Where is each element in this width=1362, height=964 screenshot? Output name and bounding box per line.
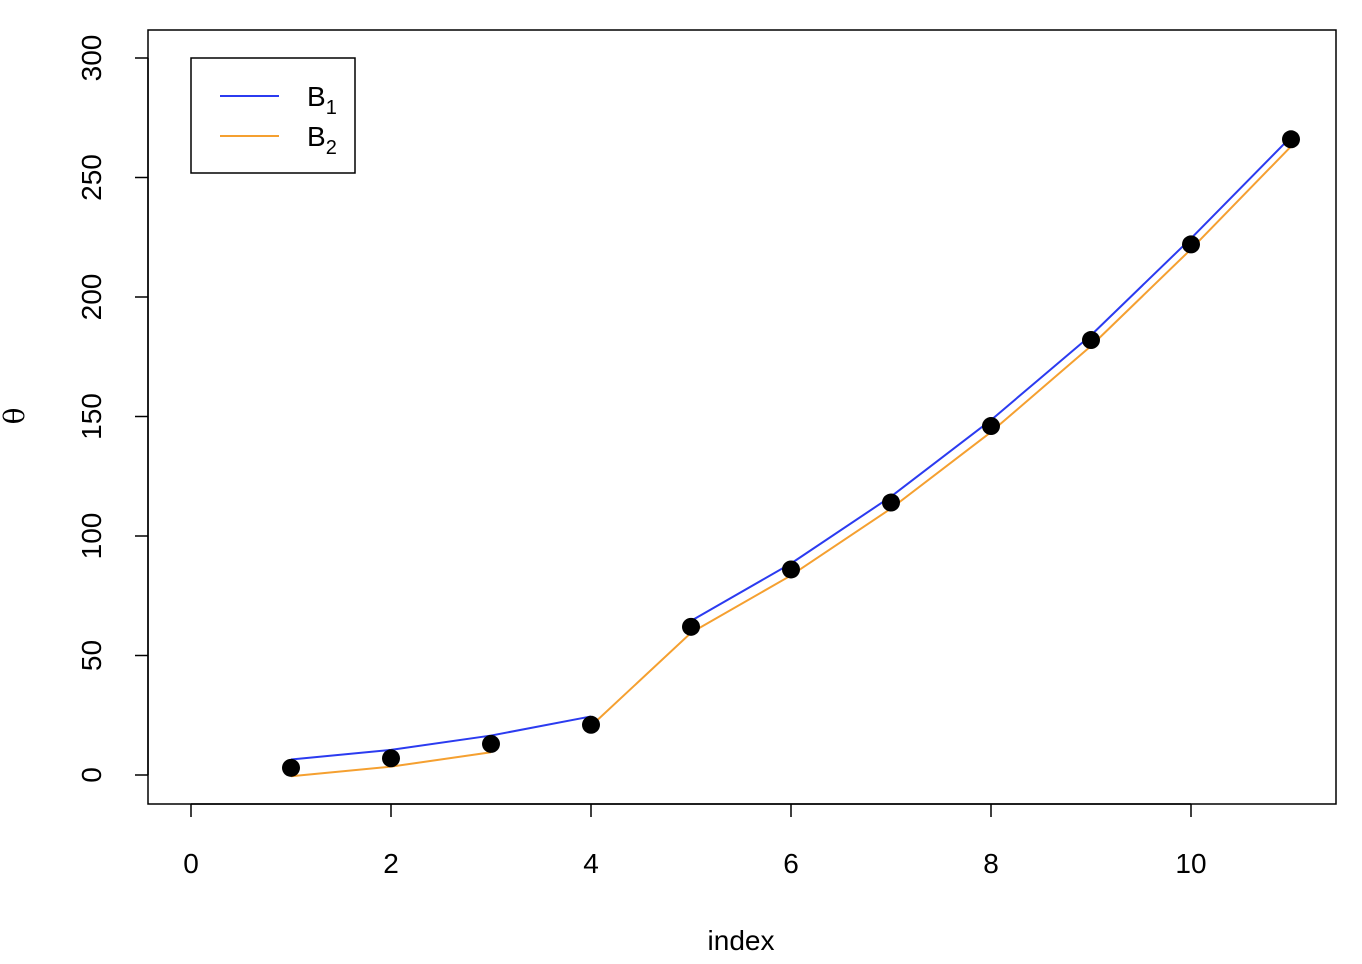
y-tick-label: 0: [76, 767, 107, 783]
legend-box: [190, 57, 356, 174]
data-point: [282, 758, 300, 777]
series-line-b1-segment: [690, 136, 1292, 622]
x-tick-label: 8: [983, 848, 999, 879]
points-layer: [282, 130, 1300, 777]
x-tick-label: 4: [583, 848, 599, 879]
x-tick-label: 2: [383, 848, 399, 879]
x-tick-label: 10: [1175, 848, 1206, 879]
y-tick-label: 50: [76, 640, 107, 671]
data-point: [382, 749, 400, 768]
data-point: [1082, 331, 1100, 350]
x-axis-title: index: [708, 925, 775, 956]
data-point: [782, 560, 800, 579]
data-point: [482, 734, 500, 753]
x-tick-label: 0: [183, 848, 199, 879]
legend-label-subscript: 2: [326, 137, 337, 159]
y-tick-label: 300: [76, 35, 107, 82]
y-tick-label: 200: [76, 274, 107, 321]
y-tick-label: 150: [76, 393, 107, 440]
series-layer: [290, 136, 1292, 778]
x-tick-label: 6: [783, 848, 799, 879]
series-line-b2-segment: [590, 145, 1292, 727]
data-point: [682, 617, 700, 636]
series-line-b1-segment: [290, 715, 592, 761]
data-point: [582, 715, 600, 734]
y-tick-label: 100: [76, 513, 107, 560]
data-point: [1282, 130, 1300, 149]
legend-label-subscript: 1: [326, 97, 337, 119]
y-axis-title: θ: [0, 408, 31, 425]
y-tick-label: 250: [76, 154, 107, 201]
data-point: [882, 493, 900, 512]
data-point: [982, 417, 1000, 436]
data-point: [1182, 235, 1200, 254]
